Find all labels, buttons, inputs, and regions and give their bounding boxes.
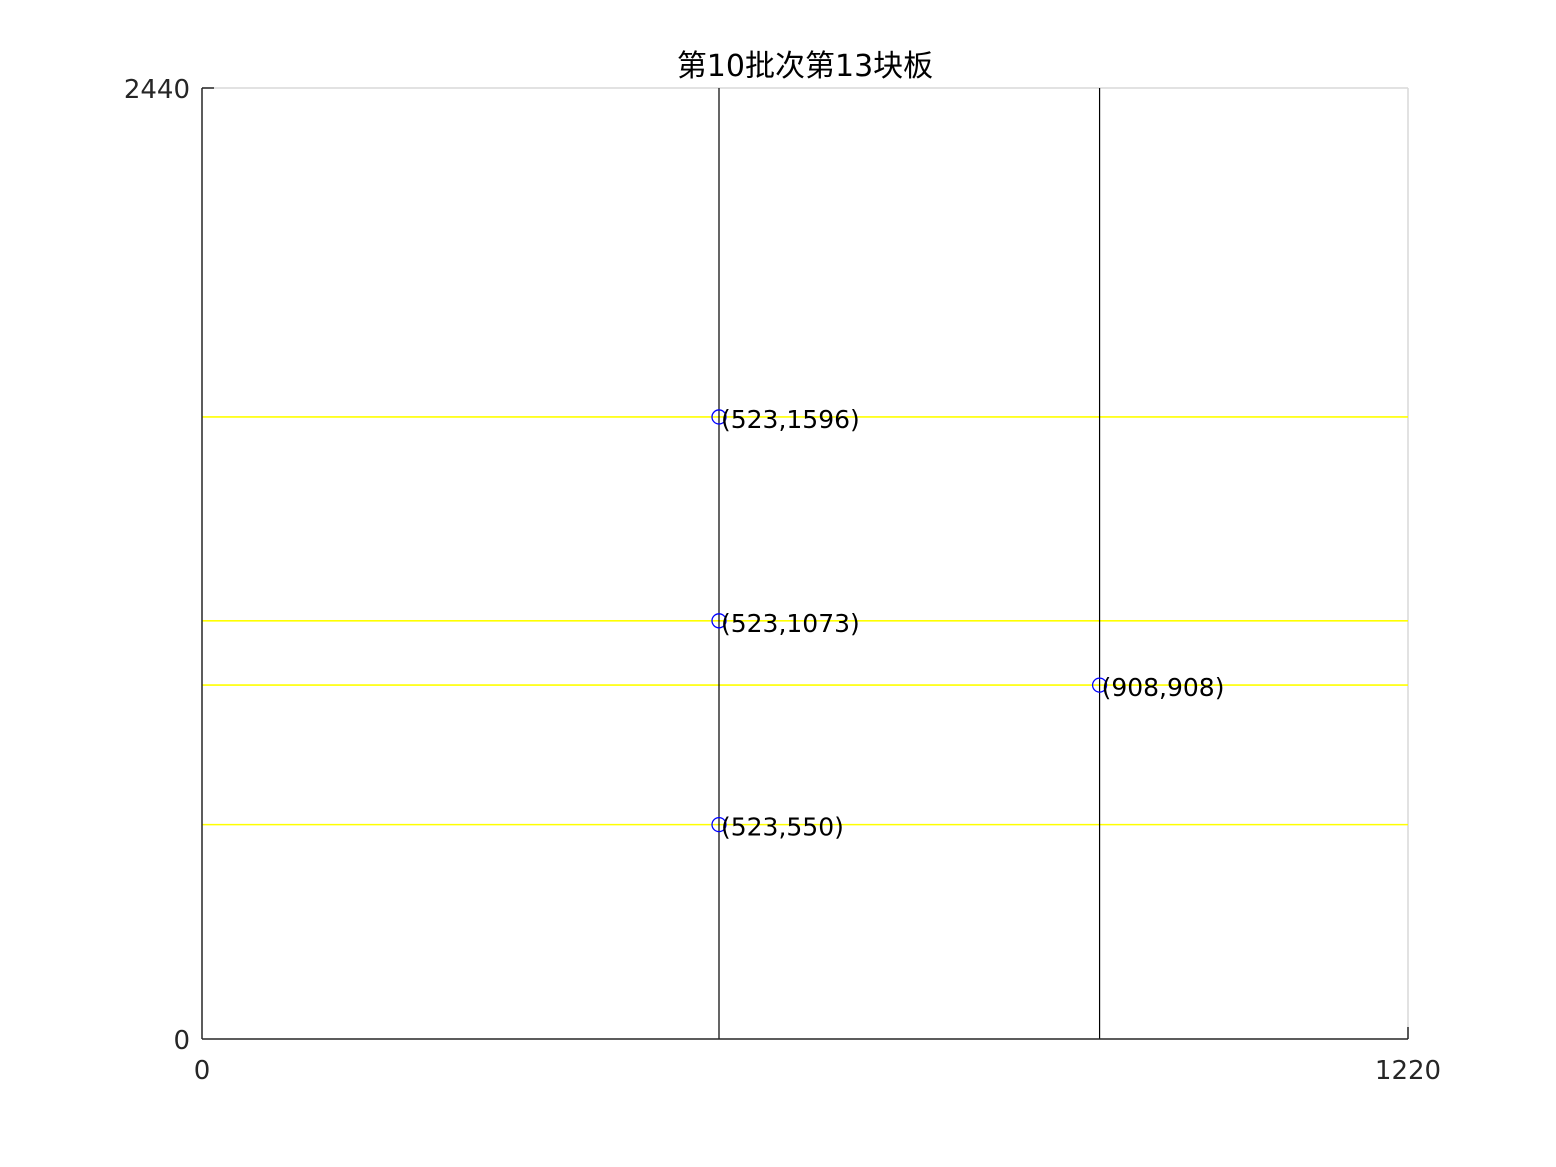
point-label: (908,908) xyxy=(1102,673,1225,702)
point-label: (523,1596) xyxy=(721,405,860,434)
point-label: (523,550) xyxy=(721,813,844,842)
y-tick-label: 0 xyxy=(173,1026,190,1056)
y-tick-label: 2440 xyxy=(124,75,190,105)
x-tick-label: 0 xyxy=(194,1056,211,1086)
point-label: (523,1073) xyxy=(721,609,860,638)
x-tick-label: 1220 xyxy=(1375,1056,1441,1086)
plot-area: 0 2440 0 1220 (523,1596) (523,1073) (908,908) (… xyxy=(124,75,1441,1086)
point-marker xyxy=(711,409,727,425)
point-marker xyxy=(711,816,727,833)
chart-title: 第10批次第13块板 xyxy=(677,49,933,84)
point-marker xyxy=(1091,677,1108,693)
point-marker xyxy=(711,613,727,629)
